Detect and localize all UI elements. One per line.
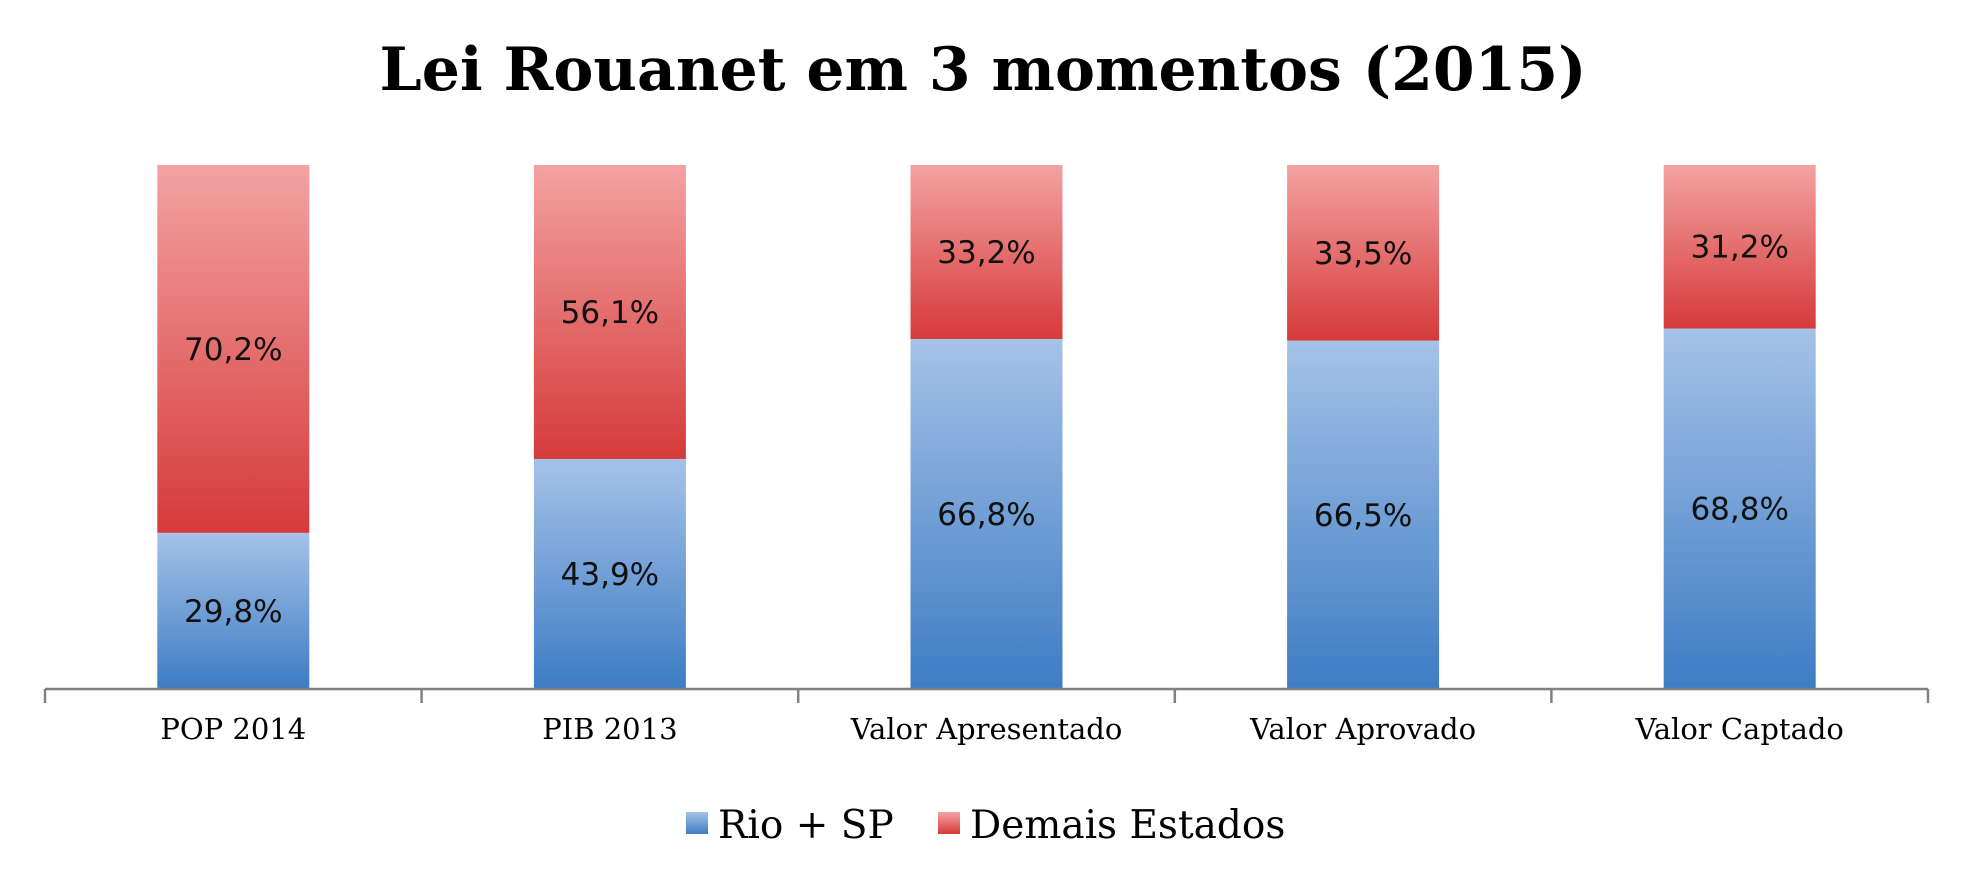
- bar-rio-sp: [533, 458, 686, 689]
- data-label: 33,2%: [937, 235, 1035, 271]
- bar-rio-sp: [1663, 328, 1816, 689]
- x-tick-label: PIB 2013: [542, 712, 677, 746]
- data-label: 68,8%: [1690, 492, 1788, 528]
- bar-demais-estados: [1287, 165, 1440, 341]
- bar-demais-estados: [533, 165, 686, 459]
- chart-title: Lei Rouanet em 3 momentos (2015): [380, 35, 1587, 105]
- bar-demais-estados: [157, 165, 310, 533]
- data-label: 66,8%: [937, 497, 1035, 533]
- bar-rio-sp: [157, 532, 310, 689]
- data-label: 43,9%: [561, 557, 659, 593]
- data-label: 70,2%: [184, 332, 282, 368]
- legend-swatch-demais-estados: [938, 812, 960, 834]
- bar-rio-sp: [910, 338, 1063, 689]
- x-tick-label: Valor Captado: [1634, 712, 1843, 746]
- data-label: 29,8%: [184, 594, 282, 630]
- legend-label-rio-sp: Rio + SP: [718, 803, 894, 848]
- data-label: 33,5%: [1314, 236, 1412, 272]
- legend-label-demais-estados: Demais Estados: [970, 803, 1285, 848]
- x-tick-label: POP 2014: [160, 712, 306, 746]
- data-label: 66,5%: [1314, 498, 1412, 534]
- plot-area: 29,8% 70,2% POP 2014 43,9% 56,1% PIB 2013 66,8…: [43, 165, 1930, 746]
- x-tick-label: Valor Apresentado: [850, 712, 1123, 746]
- data-label: 31,2%: [1690, 230, 1788, 266]
- bar-demais-estados: [1663, 165, 1816, 329]
- legend: Rio + SP Demais Estados: [686, 803, 1285, 848]
- x-tick-label: Valor Aprovado: [1249, 712, 1476, 746]
- bar-demais-estados: [910, 165, 1063, 339]
- data-label: 56,1%: [561, 295, 659, 331]
- legend-swatch-rio-sp: [686, 812, 708, 834]
- bar-rio-sp: [1287, 340, 1440, 689]
